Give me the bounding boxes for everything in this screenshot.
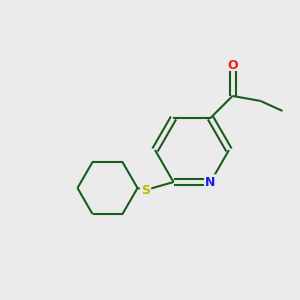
Text: O: O [227, 59, 238, 73]
Text: N: N [205, 176, 216, 188]
Text: S: S [141, 184, 150, 196]
